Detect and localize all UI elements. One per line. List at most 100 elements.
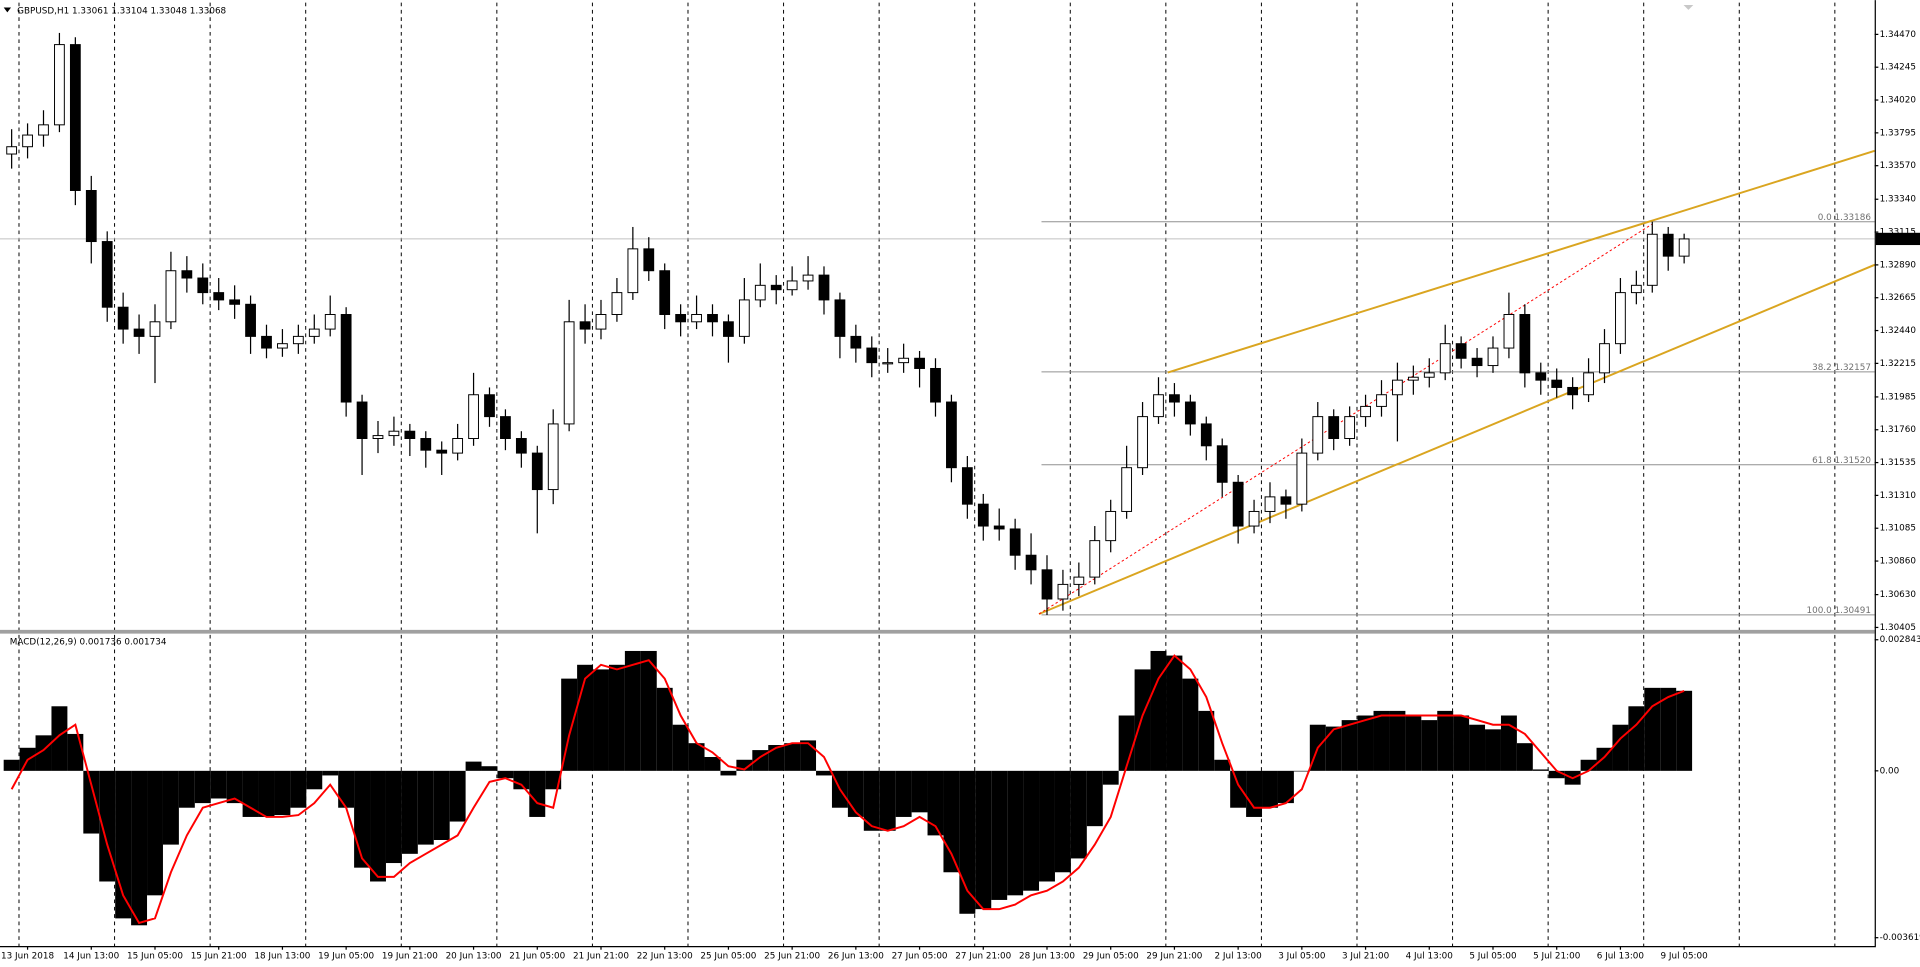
candle-body xyxy=(1312,416,1324,454)
macd-bar xyxy=(194,770,211,804)
candle-body xyxy=(229,299,241,305)
candle-body xyxy=(1105,510,1117,542)
macd-bar xyxy=(51,706,68,771)
candle-body xyxy=(738,299,750,337)
candle-body xyxy=(547,423,559,491)
x-tick-label: 25 Jun 21:00 xyxy=(764,951,820,961)
macd-bar xyxy=(608,664,625,771)
fib-price: 1.32157 xyxy=(1835,362,1871,372)
macd-title: MACD(12,26,9) 0.001736 0.001734 xyxy=(10,638,167,648)
candle-body xyxy=(420,438,432,451)
macd-bar xyxy=(401,770,418,854)
y-tick-label: 1.31535 xyxy=(1880,458,1916,468)
macd-bar xyxy=(83,770,100,834)
candle-body xyxy=(866,347,878,364)
macd-bar xyxy=(784,743,801,771)
candle-body xyxy=(1503,314,1515,349)
symbol-header: GBPUSD,H1 1.33061 1.33104 1.33048 1.3306… xyxy=(17,7,226,17)
macd-bar xyxy=(147,770,163,896)
candle-body xyxy=(515,438,527,454)
macd-bar xyxy=(1246,770,1263,817)
macd-bar xyxy=(1277,770,1294,804)
macd-bar xyxy=(1214,759,1231,771)
fib-level-label: 0.0 1.33186 xyxy=(1818,212,1872,222)
candle-body xyxy=(468,394,479,439)
candle-body xyxy=(149,321,161,337)
candle-body xyxy=(452,438,464,454)
macd-bar xyxy=(258,770,275,817)
x-tick-label: 27 Jun 05:00 xyxy=(892,951,948,961)
x-tick-label: 2 Jul 13:00 xyxy=(1215,951,1263,961)
x-tick-label: 3 Jul 21:00 xyxy=(1342,951,1390,961)
macd-bar xyxy=(1660,687,1677,771)
candle-body xyxy=(627,248,639,294)
channel-upper xyxy=(1167,149,1875,374)
macd-panel xyxy=(3,650,1693,926)
macd-bar xyxy=(1341,720,1358,771)
macd-bar xyxy=(545,770,562,790)
candle-body xyxy=(6,146,18,155)
candle-body xyxy=(961,467,973,505)
candle-body xyxy=(675,314,687,323)
candle-body xyxy=(691,314,702,323)
candle-body xyxy=(69,44,81,191)
candle-body xyxy=(1137,416,1148,469)
macd-bar xyxy=(290,770,307,808)
macd-bar xyxy=(162,770,179,845)
macd-bar xyxy=(816,770,832,776)
macd-bar xyxy=(274,770,291,816)
menu-triangle[interactable] xyxy=(3,7,12,13)
macd-bar xyxy=(720,770,737,776)
candle-body xyxy=(802,274,814,282)
macd-bar xyxy=(1102,770,1119,785)
macd-bar xyxy=(1262,770,1278,808)
x-tick-label: 4 Jul 13:00 xyxy=(1406,951,1454,961)
candle-body xyxy=(388,430,400,437)
x-tick-label: 5 Jul 21:00 xyxy=(1533,951,1581,961)
macd-bar xyxy=(688,743,705,771)
x-tick-label: 22 Jun 13:00 xyxy=(637,951,693,961)
candle-body xyxy=(1360,405,1371,418)
scroll-marker[interactable] xyxy=(1683,5,1694,10)
candle-body xyxy=(1009,528,1021,556)
candle-body xyxy=(1200,423,1212,447)
x-tick-label: 28 Jun 13:00 xyxy=(1019,951,1075,961)
macd-bar xyxy=(178,770,195,808)
candle-body xyxy=(1615,292,1626,345)
y-tick-label: 1.31985 xyxy=(1880,392,1916,402)
y-tick-label: 1.33795 xyxy=(1880,128,1916,138)
y-tick-label: 1.33115 xyxy=(1880,228,1916,238)
macd-bar xyxy=(1500,715,1517,771)
macd-bar xyxy=(385,770,402,864)
macd-bar xyxy=(593,669,609,771)
macd-bar xyxy=(1612,724,1629,771)
macd-bar xyxy=(1469,724,1486,771)
macd-bar xyxy=(879,770,896,831)
macd-bar xyxy=(433,770,450,840)
candle-body xyxy=(707,314,718,323)
candle-body xyxy=(324,314,336,330)
candle-body xyxy=(1407,376,1419,381)
fib-level: 61.8 xyxy=(1812,455,1832,465)
candle-body xyxy=(1216,445,1228,483)
channel-lower xyxy=(1038,263,1876,615)
candle-body xyxy=(1455,343,1467,359)
candle-body xyxy=(611,292,623,315)
macd-bar xyxy=(800,740,817,771)
candle-body xyxy=(1535,372,1547,381)
candle-body xyxy=(340,314,352,403)
macd-bar xyxy=(226,770,243,804)
fib-level: 0.0 xyxy=(1818,212,1832,222)
macd-bar xyxy=(497,770,514,779)
fib-price: 1.33186 xyxy=(1835,212,1872,222)
macd-bar xyxy=(322,770,339,776)
macd-bar xyxy=(1453,715,1470,771)
y-tick-label: -0.003619 xyxy=(1880,933,1920,943)
macd-bar xyxy=(481,766,498,771)
y-tick-label: 1.30405 xyxy=(1880,623,1916,633)
candle-body xyxy=(1583,372,1594,396)
macd-bar xyxy=(768,745,785,771)
candle-body xyxy=(261,335,272,349)
